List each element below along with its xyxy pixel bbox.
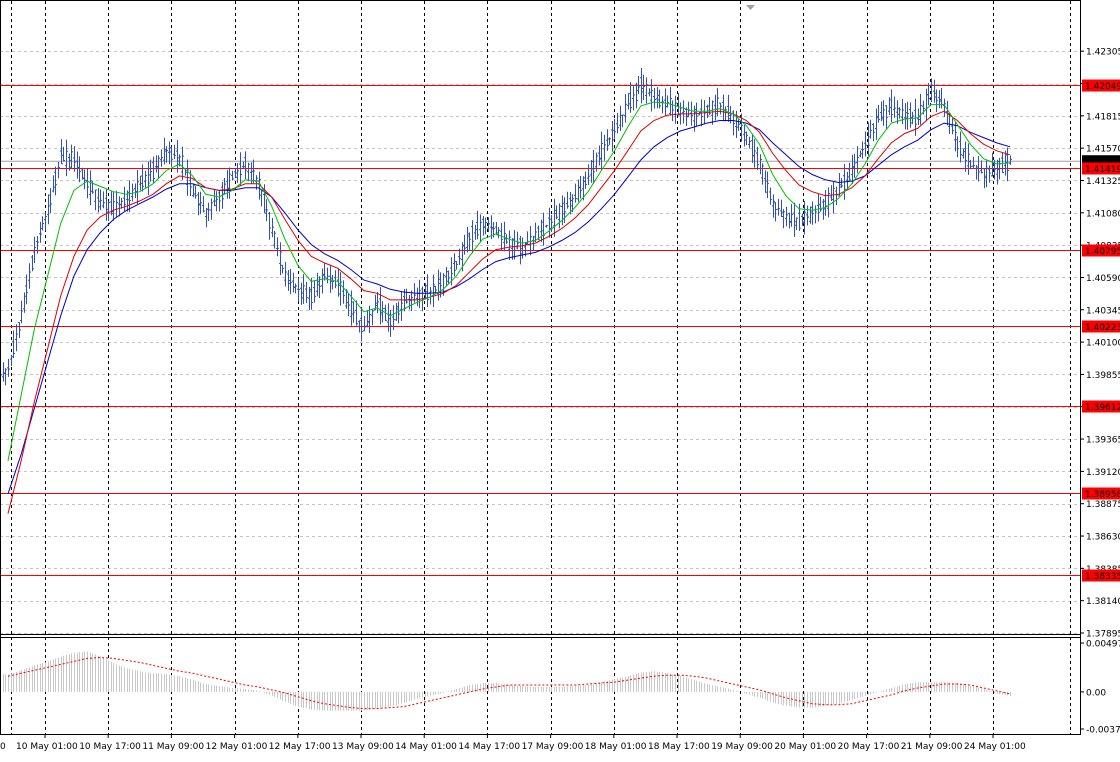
ma-red-line (7, 110, 1011, 514)
signal-line (7, 656, 1011, 710)
time-tick-label: 20 May 17:00 (838, 742, 900, 752)
time-tick-label: 18 May 01:00 (585, 742, 647, 752)
level-label: 1.38335 (1085, 572, 1120, 582)
price-tick-label: 1.37895 (1086, 630, 1120, 640)
osc-tick-label: -0.00377 (1086, 726, 1120, 736)
oscillator-axis-labels: 0.00497 0.00 -0.00377 (1080, 640, 1120, 736)
osc-tick-label: 0.00497 (1086, 640, 1120, 650)
level-label-box (1082, 244, 1120, 257)
time-axis-labels: 0 10 May 01:00 10 May 17:00 11 May 09:00 12 … (0, 734, 1026, 752)
level-label: 1.38958 (1085, 490, 1120, 500)
price-tick-label: 1.41325 (1086, 177, 1120, 187)
level-label-box (1082, 162, 1120, 175)
price-tick-label: 1.38140 (1086, 597, 1120, 607)
level-label: 1.41419 (1085, 165, 1120, 175)
level-label: 1.40795 (1085, 247, 1120, 257)
axes (0, 0, 1081, 735)
level-price-labels: 1.42049 1.41419 1.40795 1.40223 1.39612 1.389… (1082, 79, 1120, 582)
level-label-box (1082, 79, 1120, 92)
level-label: 1.40223 (1085, 323, 1120, 333)
time-tick-label: 11 May 09:00 (142, 742, 204, 752)
price-tick-label: 1.39120 (1086, 468, 1120, 478)
moving-averages (7, 101, 1011, 514)
time-tick-label: 17 May 09:00 (522, 742, 584, 752)
time-tick-label: 13 May 09:00 (332, 742, 394, 752)
time-tick-label: 18 May 17:00 (648, 742, 710, 752)
time-tick-label: 0 (0, 742, 6, 752)
time-tick-label: 12 May 17:00 (269, 742, 331, 752)
time-tick-label: 14 May 01:00 (395, 742, 457, 752)
price-tick-label: 1.38630 (1086, 533, 1120, 543)
level-label-box (1082, 320, 1120, 333)
price-tick-label: 1.41815 (1086, 112, 1120, 122)
time-tick-label: 19 May 09:00 (711, 742, 773, 752)
price-tick-label: 1.41570 (1086, 145, 1120, 155)
time-tick-label: 20 May 01:00 (774, 742, 836, 752)
price-tick-label: 1.40590 (1086, 274, 1120, 284)
time-tick-label: 14 May 17:00 (458, 742, 520, 752)
level-label-box (1082, 487, 1120, 500)
level-label-box (1082, 569, 1120, 582)
oscillator-panel (0, 651, 1011, 711)
price-tick-label: 1.39855 (1086, 371, 1120, 381)
ma-green-line (7, 101, 1011, 461)
grid (0, 1, 1080, 734)
osc-tick-label: 0.00 (1086, 688, 1106, 698)
price-tick-label: 1.38875 (1086, 500, 1120, 510)
price-tick-label: 1.42305 (1086, 48, 1120, 58)
chart-shift-marker[interactable] (746, 5, 755, 10)
price-tick-label: 1.39365 (1086, 436, 1120, 446)
time-tick-label: 10 May 01:00 (16, 742, 78, 752)
time-tick-label: 10 May 17:00 (79, 742, 141, 752)
price-tick-label: 1.40100 (1086, 339, 1120, 349)
chart-frame (0, 0, 1081, 735)
price-candles (0, 68, 1012, 388)
level-label-box (1082, 400, 1120, 413)
ma-blue-line (7, 120, 1011, 494)
level-label: 1.42049 (1085, 82, 1120, 92)
time-tick-label: 12 May 01:00 (206, 742, 268, 752)
time-tick-label: 24 May 01:00 (964, 742, 1026, 752)
price-axis-labels: 1.423051.420601.418151.415701.413251.410… (1080, 48, 1120, 640)
time-tick-label: 21 May 09:00 (901, 742, 963, 752)
price-tick-label: 1.40345 (1086, 306, 1120, 316)
level-label: 1.39612 (1085, 403, 1120, 413)
price-tick-label: 1.41080 (1086, 209, 1120, 219)
